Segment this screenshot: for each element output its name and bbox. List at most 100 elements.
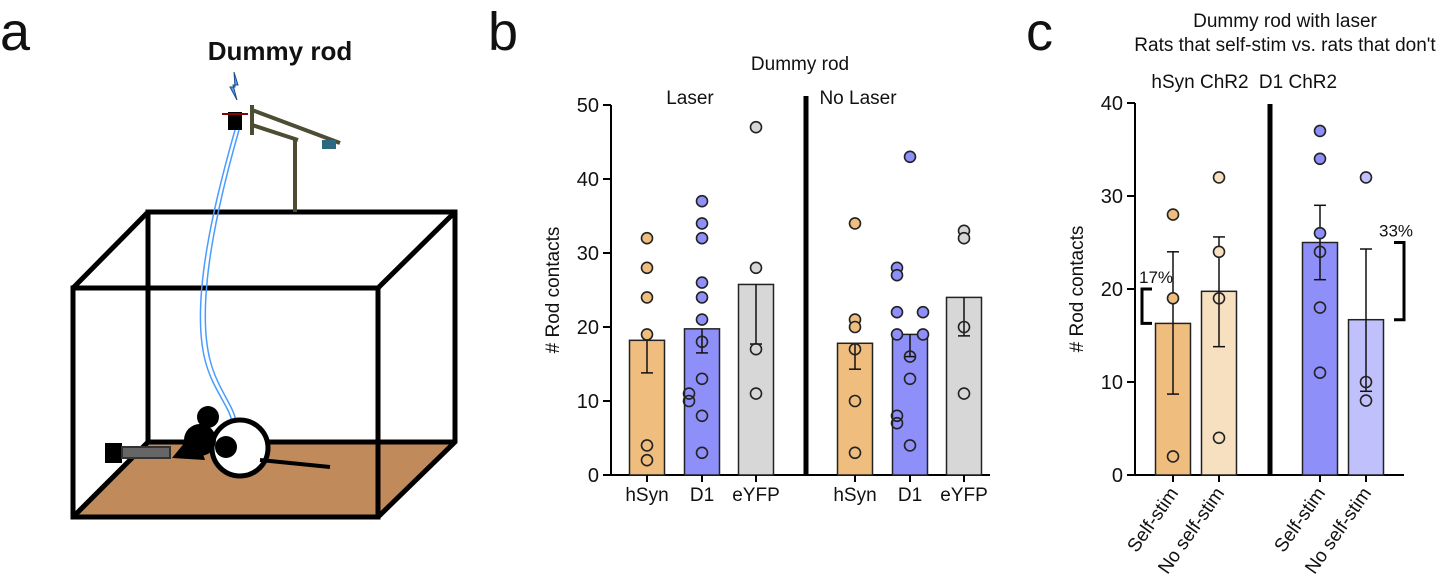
bracket <box>1140 287 1152 325</box>
data-point <box>1359 171 1373 184</box>
y-tick-label: 30 <box>1101 186 1123 208</box>
data-point <box>848 394 862 408</box>
data-point <box>1313 152 1327 166</box>
data-point <box>695 409 709 423</box>
data-point <box>682 394 696 408</box>
bar-group <box>737 120 775 482</box>
y-tick-label: 40 <box>1101 93 1123 115</box>
data-point <box>640 231 654 245</box>
data-point <box>1359 394 1373 407</box>
data-point <box>640 439 654 452</box>
data-point <box>1166 291 1180 305</box>
data-point <box>682 387 696 400</box>
data-point <box>640 261 654 275</box>
bar-group <box>1301 124 1339 482</box>
data-point <box>695 372 709 386</box>
group-label: Laser <box>666 88 714 109</box>
y-tick-label: 40 <box>577 169 599 191</box>
data-point <box>1212 171 1226 184</box>
y-tick-label: 0 <box>1112 465 1123 487</box>
bracket <box>1394 241 1406 322</box>
data-point <box>848 446 862 460</box>
data-point <box>957 387 971 400</box>
bar <box>1301 241 1339 476</box>
sand-floor <box>73 442 455 517</box>
flashlight-icon <box>105 443 122 463</box>
bar-group <box>836 217 874 482</box>
y-axis-label: # Rod contacts <box>1067 226 1088 353</box>
data-point <box>890 268 904 282</box>
data-point <box>916 305 930 319</box>
optic-fiber <box>199 129 236 436</box>
bar-group <box>1200 171 1238 482</box>
y-tick-label: 50 <box>577 95 599 117</box>
laser-connector <box>228 112 242 130</box>
data-point <box>848 217 862 230</box>
data-point <box>749 342 763 356</box>
data-point <box>749 120 763 134</box>
data-point <box>695 291 709 304</box>
y-tick-label: 10 <box>1101 372 1123 394</box>
panel-a-title: Dummy rod <box>208 36 352 66</box>
data-point <box>695 446 709 460</box>
panel-label-a: a <box>0 2 31 62</box>
data-point <box>903 439 917 452</box>
x-tick-label: D1 <box>690 485 714 506</box>
data-point <box>695 231 709 245</box>
data-point <box>890 328 904 341</box>
data-point <box>903 350 917 363</box>
data-point <box>640 328 654 341</box>
bar-group <box>628 231 666 482</box>
data-point <box>695 335 709 349</box>
y-axis-label: # Rod contacts <box>543 227 564 354</box>
chart-title: Dummy rod with laser <box>1193 11 1377 32</box>
data-point <box>1313 124 1327 138</box>
data-point <box>1166 208 1180 221</box>
dummy-rod <box>322 140 336 149</box>
data-point <box>848 320 862 334</box>
chart-subtitle: Rats that self-stim vs. rats that don't <box>1134 35 1436 56</box>
data-point <box>1212 291 1226 305</box>
group-label: No Laser <box>819 88 897 109</box>
y-tick-label: 30 <box>577 243 599 265</box>
data-point <box>903 372 917 386</box>
y-tick-label: 20 <box>577 317 599 339</box>
bar-group <box>945 224 983 482</box>
x-tick-label: D1 <box>898 485 922 506</box>
data-point <box>1313 226 1327 240</box>
data-point <box>903 150 917 164</box>
data-point <box>957 231 971 245</box>
group-label: hSyn ChR2 <box>1151 72 1248 93</box>
data-point <box>695 276 709 289</box>
chart-b: 0 10 20 30 40 50 # Rod contacts Dummy rod Laser N… <box>543 54 990 506</box>
chart-c: 0 10 20 30 40 # Rod contacts Dummy rod with la… <box>1067 11 1436 578</box>
group-label: D1 ChR2 <box>1259 72 1337 93</box>
data-point <box>749 261 763 275</box>
data-point <box>695 313 709 326</box>
data-point <box>848 342 862 356</box>
data-point <box>1359 375 1373 389</box>
x-tick-label: eYFP <box>940 485 988 506</box>
y-tick-label: 20 <box>1101 279 1123 301</box>
bar-group <box>1154 208 1192 482</box>
data-point <box>890 409 904 423</box>
annotation-label: 33% <box>1379 222 1413 241</box>
data-point <box>916 328 930 341</box>
data-point <box>695 194 709 208</box>
x-tick-label: hSyn <box>625 485 668 506</box>
data-point <box>1212 431 1226 445</box>
bar-group <box>1347 171 1385 482</box>
data-point <box>1313 301 1327 314</box>
data-point <box>890 305 904 319</box>
data-point <box>640 453 654 467</box>
panel-label-b: b <box>488 2 518 62</box>
bar-group <box>890 150 930 482</box>
rat-icon <box>172 406 331 479</box>
data-point <box>1166 450 1180 463</box>
data-point <box>749 387 763 400</box>
rod-holder <box>250 105 341 212</box>
data-point <box>1212 245 1226 259</box>
x-tick-label: hSyn <box>833 485 876 506</box>
annotation-label: 17% <box>1139 268 1173 287</box>
